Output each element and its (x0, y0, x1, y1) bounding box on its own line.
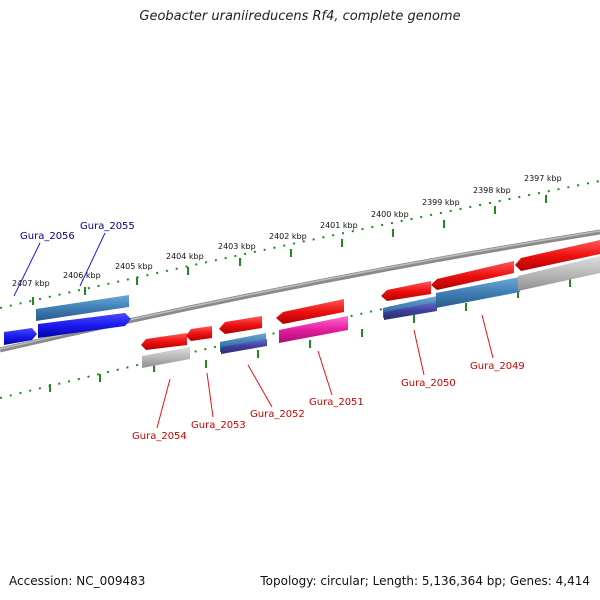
map-title: Geobacter uraniireducens Rf4, complete g… (139, 9, 461, 24)
gene-arrow (141, 333, 187, 350)
cds-bar (142, 347, 190, 368)
gene-label: Gura_2055 (80, 221, 135, 232)
tick-label: 2400 kbp (371, 210, 409, 219)
gene-labels-top: Gura_2056 Gura_2055 (20, 221, 135, 242)
accession-text: Accession: NC_009483 (9, 574, 146, 588)
tick-label: 2403 kbp (218, 242, 256, 251)
gene-arrow (431, 261, 514, 290)
tick-label: 2407 kbp (12, 279, 50, 288)
tick-label: 2406 kbp (63, 271, 101, 280)
cds-bar (36, 295, 129, 321)
reverse-genes (141, 240, 600, 368)
gene-arrow (219, 316, 262, 334)
gene-arrow (515, 240, 600, 271)
gene-arrow (4, 328, 37, 345)
tick-label: 2404 kbp (166, 252, 204, 261)
genome-summary-text: Topology: circular; Length: 5,136,364 bp… (260, 574, 590, 588)
label-leaders-bottom (156, 314, 494, 429)
forward-genes (4, 295, 131, 345)
gene-arrow (276, 299, 344, 324)
tick-label: 2402 kbp (269, 232, 307, 241)
gene-label: Gura_2052 (250, 409, 305, 420)
cds-bar (436, 277, 520, 308)
label-leaders-top (13, 232, 106, 297)
gene-arrow (38, 313, 131, 338)
scale-ticks-outer (32, 195, 547, 305)
gene-label: Gura_2054 (132, 431, 187, 442)
cds-bar (279, 316, 348, 343)
gene-label: Gura_2050 (401, 378, 456, 389)
cds-bar (384, 302, 437, 320)
tick-label: 2401 kbp (320, 221, 358, 230)
tick-label: 2405 kbp (115, 262, 153, 271)
gene-labels-bottom: Gura_2054 Gura_2053 Gura_2052 Gura_2051 … (132, 361, 525, 442)
gene-label: Gura_2051 (309, 397, 364, 408)
cds-bar (221, 339, 267, 354)
tick-label: 2398 kbp (473, 186, 511, 195)
gene-arrow (186, 326, 212, 341)
tick-label: 2399 kbp (422, 198, 460, 207)
scale-tick-labels: 2407 kbp 2406 kbp 2405 kbp 2404 kbp 2403… (12, 174, 562, 288)
tick-label: 2397 kbp (524, 174, 562, 183)
gene-label: Gura_2053 (191, 420, 246, 431)
gene-arrow (381, 281, 431, 301)
gene-label: Gura_2049 (470, 361, 525, 372)
cds-bar (518, 256, 600, 291)
gene-label: Gura_2056 (20, 231, 75, 242)
